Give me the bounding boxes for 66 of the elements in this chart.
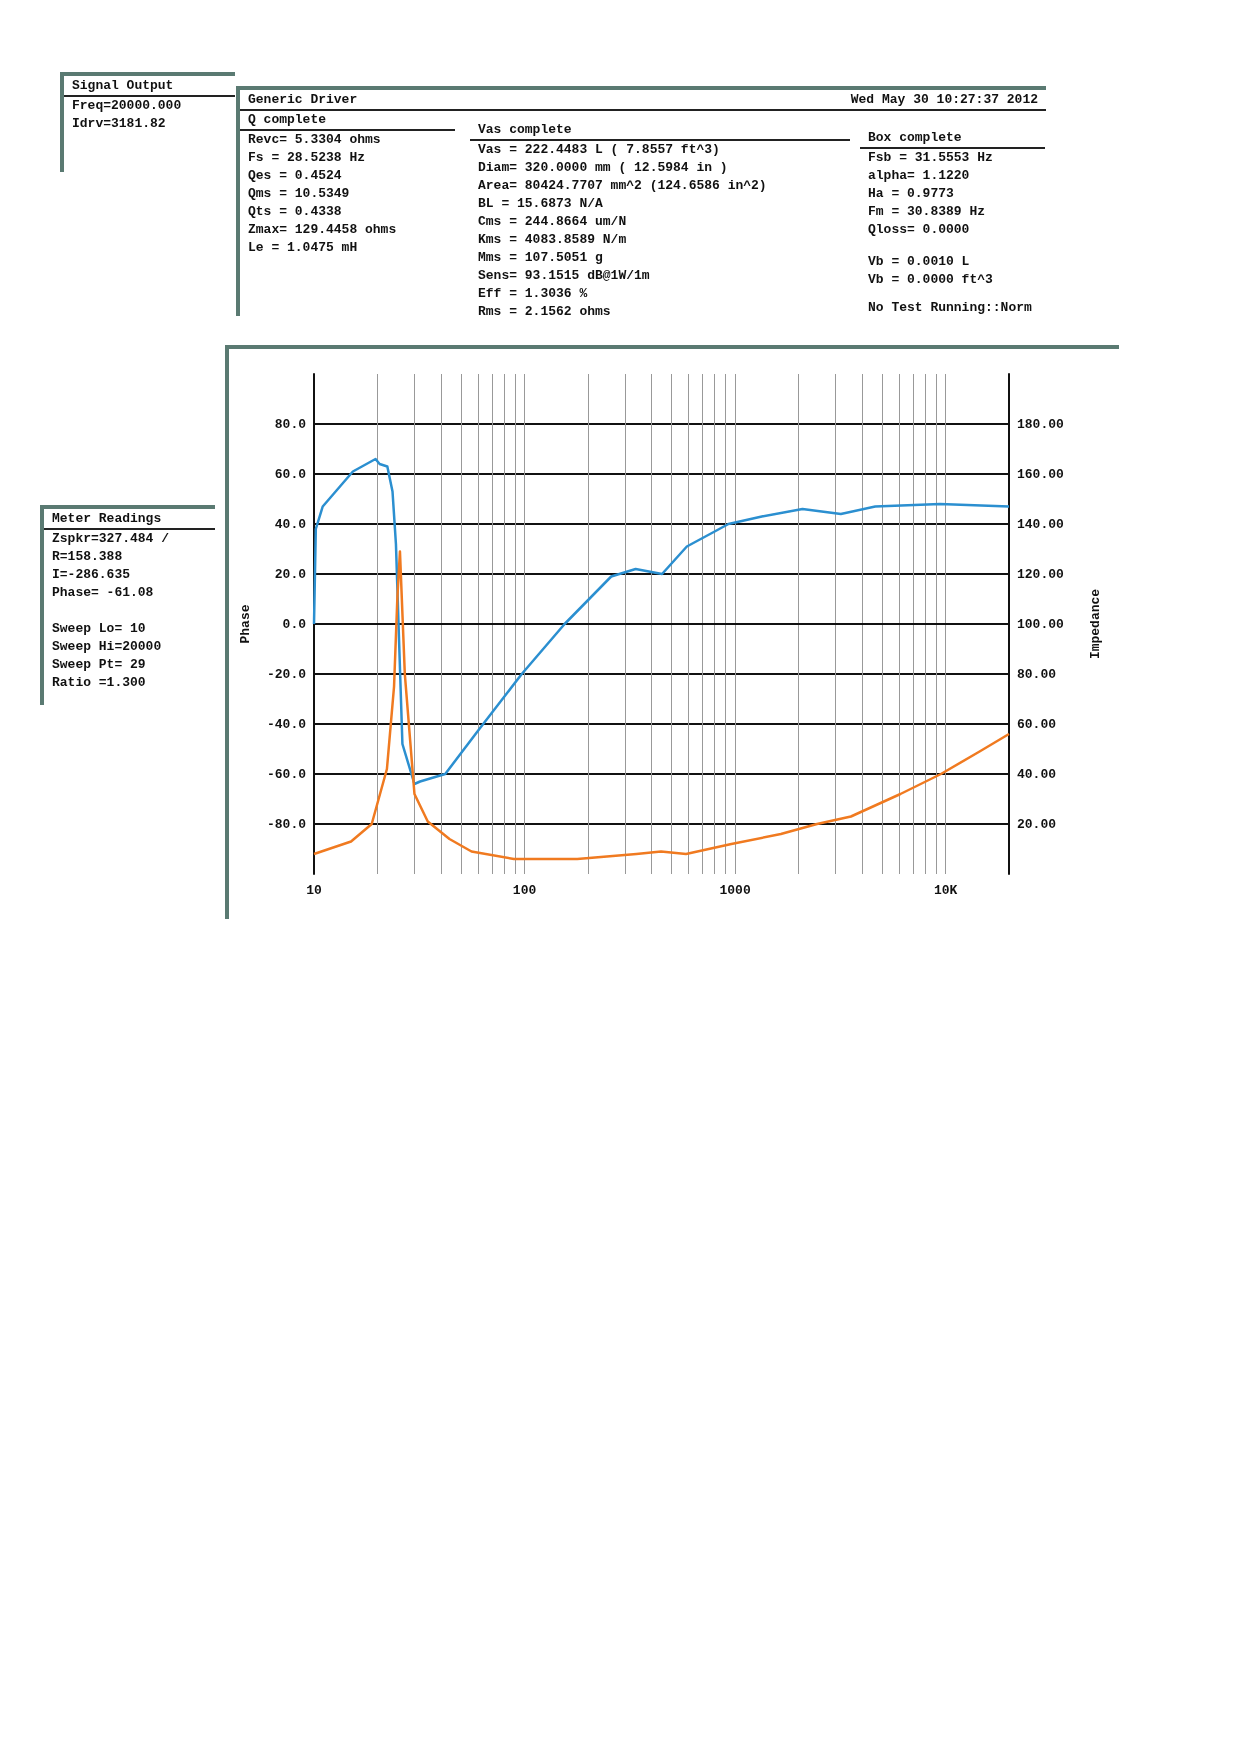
text: Ratio =1.300	[51, 674, 147, 692]
text: R=158.388	[51, 548, 124, 566]
y-axis-title: Phase	[238, 604, 253, 644]
text: Area= 80424.7707 mm^2 (124.6586 in^2)	[477, 177, 768, 195]
y-tick-label: -20.0	[266, 666, 307, 682]
text: Vb = 0.0010 L	[867, 253, 971, 271]
text: Le = 1.0475 mH	[247, 239, 359, 257]
y2-tick-label: 80.00	[1017, 666, 1057, 682]
y2-tick-label: 20.00	[1017, 816, 1057, 832]
text: Cms = 244.8664 um/N	[477, 213, 628, 231]
text: Idrv=3181.82	[71, 115, 167, 133]
text: Fs = 28.5238 Hz	[247, 149, 367, 167]
text: Vas complete	[478, 122, 572, 137]
x-tick-label: 100	[512, 883, 537, 898]
text: Revc= 5.3304 ohms	[247, 131, 382, 149]
y2-tick-label: 140.00	[1017, 516, 1065, 532]
text: Qes = 0.4524	[247, 167, 343, 185]
text: Sweep Pt= 29	[51, 656, 147, 674]
y-tick-label: 60.0	[274, 466, 307, 482]
text: I=-286.635	[51, 566, 131, 584]
text: Qts = 0.4338	[247, 203, 343, 221]
text: Diam= 320.0000 mm ( 12.5984 in )	[477, 159, 729, 177]
text: Meter Readings	[52, 511, 162, 526]
text: Wed May 30 10:27:37 2012	[850, 92, 1038, 107]
text: Sens= 93.1515 dB@1W/1m	[477, 267, 651, 285]
text: Q complete	[248, 112, 327, 127]
text: Sweep Lo= 10	[51, 620, 147, 638]
text: Fm = 30.8389 Hz	[867, 203, 987, 221]
y2-tick-label: 60.00	[1017, 716, 1057, 732]
text: Generic Driver	[248, 92, 358, 107]
y-tick-label: 0.0	[282, 616, 307, 632]
text: Freq=20000.000	[71, 97, 183, 115]
text: Ha = 0.9773	[867, 185, 955, 203]
text: Box complete	[868, 130, 962, 145]
text: Eff = 1.3036 %	[477, 285, 589, 303]
y2-tick-label: 100.00	[1017, 616, 1065, 632]
text: Vb = 0.0000 ft^3	[867, 271, 994, 289]
y-tick-label: -40.0	[266, 716, 307, 732]
y2-tick-label: 180.00	[1017, 416, 1065, 432]
y2-tick-label: 40.00	[1017, 766, 1057, 782]
text: Fsb = 31.5553 Hz	[867, 149, 994, 167]
x-tick-label: 10	[306, 883, 322, 898]
text: Qms = 10.5349	[247, 185, 351, 203]
text: No Test Running::Norm	[867, 299, 1033, 317]
y-tick-label: -80.0	[266, 816, 307, 832]
text: Mms = 107.5051 g	[477, 249, 604, 267]
text: BL = 15.6873 N/A	[477, 195, 604, 213]
y-tick-label: 20.0	[274, 566, 307, 582]
text: Sweep Hi=20000	[51, 638, 163, 656]
text: Zspkr=327.484 /	[51, 530, 171, 548]
y2-tick-label: 120.00	[1017, 566, 1065, 582]
text: Qloss= 0.0000	[867, 221, 971, 239]
text: Vas = 222.4483 L ( 7.8557 ft^3)	[477, 141, 721, 159]
text: Kms = 4083.8589 N/m	[477, 231, 628, 249]
y2-axis-title: Impedance	[1088, 588, 1103, 660]
text: Zmax= 129.4458 ohms	[247, 221, 398, 239]
y-tick-label: 80.0	[274, 416, 307, 432]
y-tick-label: 40.0	[274, 516, 307, 532]
y-tick-label: -60.0	[266, 766, 307, 782]
y2-tick-label: 160.00	[1017, 466, 1065, 482]
text: Rms = 2.1562 ohms	[477, 303, 612, 321]
x-tick-label: 10K	[933, 883, 958, 898]
x-tick-label: 1000	[719, 883, 751, 898]
text: alpha= 1.1220	[867, 167, 971, 185]
text: Signal Output	[72, 78, 174, 93]
text: Phase= -61.08	[51, 584, 155, 602]
